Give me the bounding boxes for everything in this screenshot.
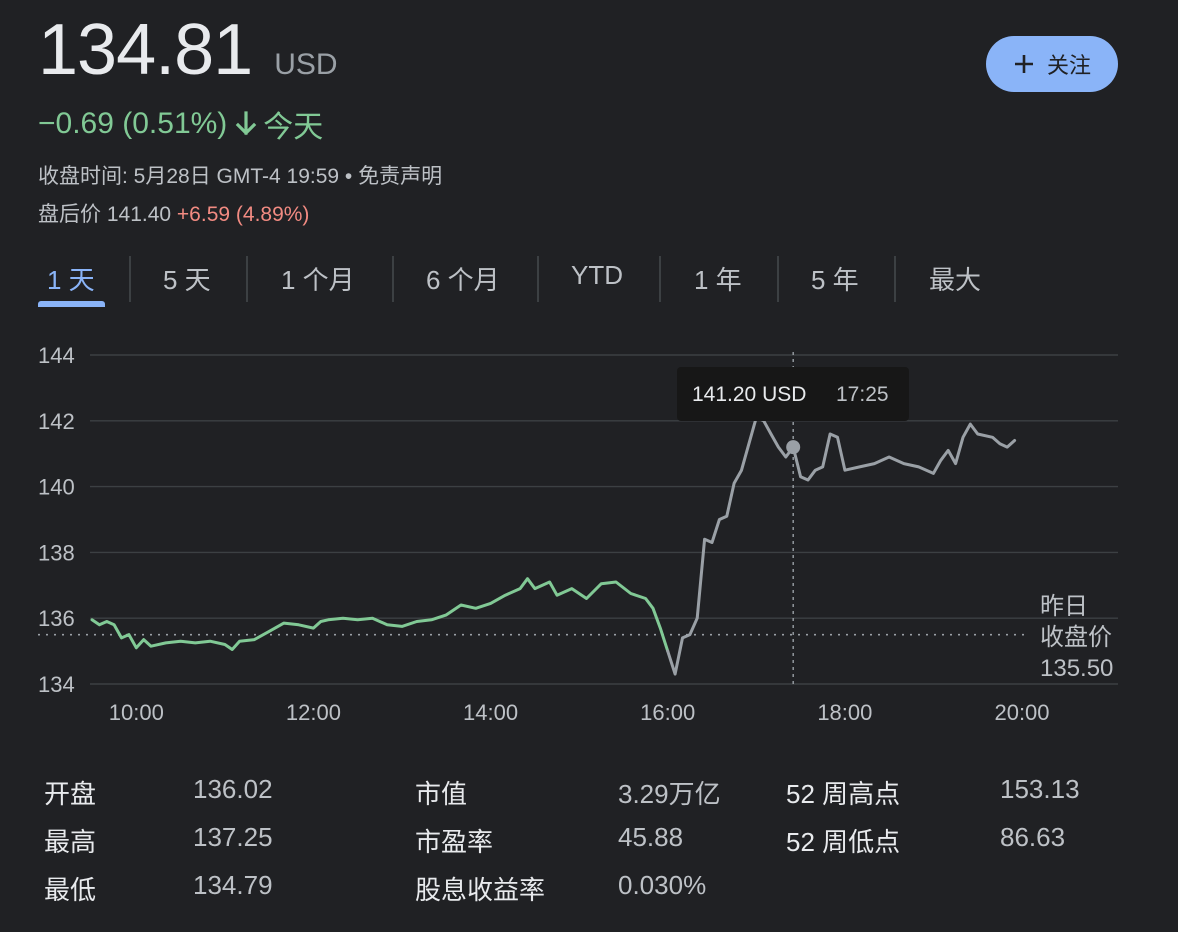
stat-label-low: 最低 — [44, 875, 97, 905]
x-tick-label: 10:00 — [109, 700, 164, 725]
tab-divider — [246, 256, 248, 302]
currency-label: USD — [274, 48, 338, 81]
tab-divider — [129, 256, 131, 302]
hover-point — [786, 440, 801, 455]
regular-session-line — [90, 577, 670, 653]
after-hours-price: 141.40 — [106, 203, 172, 226]
stat-value-open: 136.02 — [193, 774, 273, 804]
prev-close-label-line1: 昨日 — [1040, 593, 1088, 620]
price-chart[interactable]: 144 142 140 138 136 134 10:00 12:00 14:00 16:00 18… — [0, 330, 1178, 740]
stat-label-div-yield: 股息收益率 — [415, 875, 546, 905]
x-tick-label: 14:00 — [463, 700, 518, 725]
arrow-down-icon — [236, 111, 257, 136]
current-price: 134.81 — [38, 10, 253, 90]
tab-divider — [777, 256, 779, 302]
prev-close-label-line2: 收盘价 — [1040, 624, 1112, 651]
stat-value-high: 137.25 — [193, 822, 273, 852]
stat-label-open: 开盘 — [44, 779, 97, 809]
stat-value-low: 134.79 — [193, 870, 273, 900]
stat-label-52w-high: 52 周高点 — [786, 779, 901, 809]
x-tick-label: 16:00 — [640, 700, 695, 725]
y-tick-label: 138 — [38, 540, 75, 565]
plus-icon — [1014, 55, 1033, 73]
stat-label-52w-low: 52 周低点 — [786, 827, 901, 857]
y-tick-label: 136 — [38, 606, 75, 631]
tab-5y[interactable]: 5 年 — [811, 265, 859, 295]
after-hours-change: +6.59 (4.89%) — [176, 203, 310, 226]
follow-label: 关注 — [1046, 53, 1091, 78]
tab-max[interactable]: 最大 — [929, 265, 982, 295]
stat-label-high: 最高 — [44, 827, 97, 857]
range-tabs: 1 天 5 天 1 个月 6 个月 YTD 1 年 5 年 最大 — [0, 250, 1178, 312]
active-tab-indicator — [38, 301, 105, 307]
y-tick-label: 134 — [38, 672, 75, 697]
stat-value-pe: 45.88 — [618, 822, 684, 852]
stat-value-div-yield: 0.030% — [618, 870, 707, 900]
tab-6m[interactable]: 6 个月 — [426, 265, 500, 295]
stat-label-mkt-cap: 市值 — [415, 779, 468, 809]
x-tick-label: 20:00 — [994, 700, 1049, 725]
x-tick-label: 12:00 — [286, 700, 341, 725]
close-time-text: 收盘时间: 5月28日 GMT-4 19:59 • 免责声明 — [38, 165, 443, 188]
tab-divider — [392, 256, 394, 302]
tab-5d[interactable]: 5 天 — [163, 265, 211, 295]
change-value: −0.69 (0.51%) — [38, 107, 228, 140]
x-tick-label: 18:00 — [817, 700, 872, 725]
stat-value-52w-low: 86.63 — [1000, 822, 1066, 852]
tooltip-time: 17:25 — [836, 383, 889, 406]
tab-1y[interactable]: 1 年 — [694, 265, 742, 295]
y-tick-label: 140 — [38, 475, 75, 500]
tab-divider — [537, 256, 539, 302]
stat-value-mkt-cap: 3.29万亿 — [618, 779, 721, 809]
close-time-line: 收盘时间: 5月28日 GMT-4 19:59 • 免责声明 — [38, 160, 442, 190]
stat-value-52w-high: 153.13 — [1000, 774, 1080, 804]
after-hours-line — [666, 416, 1017, 676]
tooltip-box — [677, 367, 909, 421]
tab-1d[interactable]: 1 天 — [47, 265, 95, 295]
y-tick-label: 144 — [38, 343, 75, 368]
stat-label-pe: 市盈率 — [415, 827, 494, 857]
tab-ytd[interactable]: YTD — [571, 260, 623, 290]
y-tick-label: 142 — [38, 409, 75, 434]
change-period: 今天 — [263, 111, 324, 144]
after-hours-line: 盘后价 141.40 +6.59 (4.89%) — [38, 198, 309, 228]
prev-close-value: 135.50 — [1040, 655, 1113, 682]
daily-change: −0.69 (0.51%) 今天 — [38, 102, 323, 146]
price-header: 134.81 USD — [38, 14, 338, 86]
follow-button[interactable]: 关注 — [986, 36, 1118, 92]
tab-1m[interactable]: 1 个月 — [281, 265, 355, 295]
after-hours-label: 盘后价 — [38, 203, 101, 226]
tab-divider — [894, 256, 896, 302]
tab-divider — [659, 256, 661, 302]
tooltip-price: 141.20 USD — [692, 383, 806, 406]
